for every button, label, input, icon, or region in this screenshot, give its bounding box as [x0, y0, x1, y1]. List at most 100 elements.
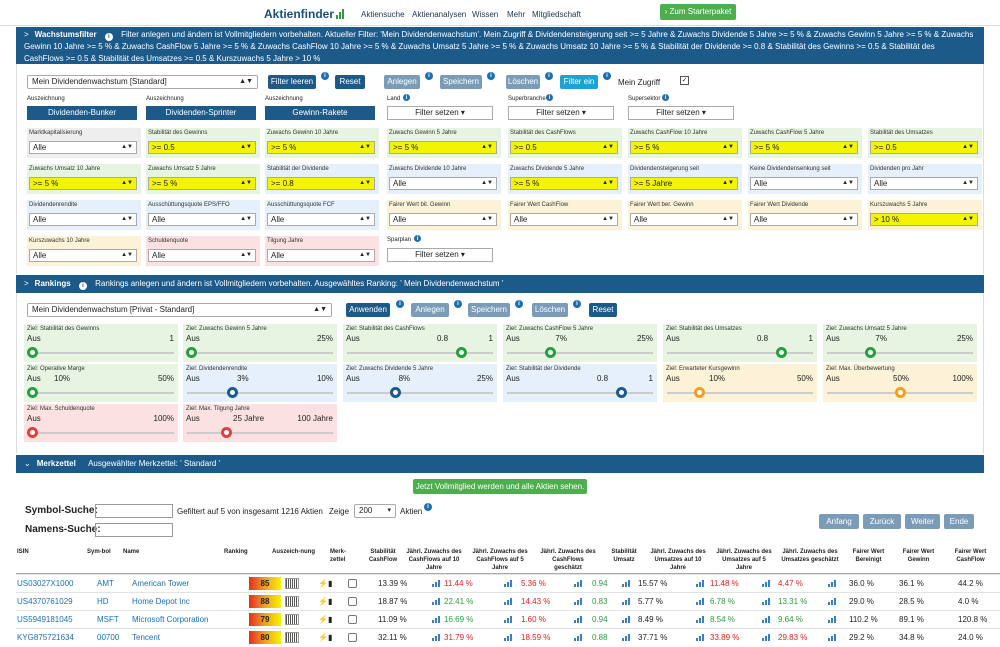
filter-field-select[interactable]: >= 0.8 ▲▼ [267, 177, 375, 190]
mini-chart-icon[interactable] [696, 634, 704, 641]
filter-clear-button[interactable]: Filter leeren [268, 75, 316, 89]
slider-handle[interactable] [186, 347, 197, 358]
info-icon[interactable]: i [321, 72, 329, 80]
slider-track[interactable] [507, 352, 653, 354]
mini-chart-icon[interactable] [504, 634, 512, 641]
column-header[interactable]: Auszeich-nung [272, 549, 315, 555]
slider-track[interactable] [28, 392, 174, 394]
slider-track[interactable] [667, 352, 813, 354]
info-icon[interactable]: i [424, 503, 432, 511]
delete-button[interactable]: Löschen [506, 75, 540, 89]
name-link[interactable]: American Tower [132, 579, 190, 588]
mini-chart-icon[interactable] [828, 616, 836, 623]
mini-chart-icon[interactable] [828, 580, 836, 587]
filter-field-select[interactable]: Alle ▲▼ [148, 249, 256, 262]
slider-handle[interactable] [544, 347, 556, 358]
pager-back-button[interactable]: Zurück [863, 514, 901, 529]
pager-first-button[interactable]: Anfang [819, 514, 859, 529]
chevron-right-icon[interactable]: > [24, 30, 29, 39]
mini-chart-icon[interactable] [432, 580, 440, 587]
symbol-link[interactable]: HD [97, 597, 109, 606]
name-link[interactable]: Tencent [132, 633, 161, 642]
watchlist-checkbox[interactable] [348, 597, 357, 606]
info-icon[interactable]: i [573, 300, 581, 308]
save-ranking-button[interactable]: Speichern [468, 303, 510, 317]
nav-mehr[interactable]: Mehr [507, 10, 526, 19]
filter-field-select[interactable]: Alle ▲▼ [630, 213, 738, 226]
info-icon[interactable]: i [454, 300, 462, 308]
slider-track[interactable] [827, 352, 973, 354]
country-filter-button[interactable]: Filter setzen ▾ [387, 106, 493, 120]
mini-chart-icon[interactable] [432, 616, 440, 623]
slider-track[interactable] [28, 432, 174, 434]
isin-link[interactable]: US4370761029 [17, 597, 73, 606]
pager-last-button[interactable]: Ende [944, 514, 974, 529]
column-header[interactable]: ISIN [17, 549, 29, 555]
mini-chart-icon[interactable] [622, 598, 630, 605]
slider-handle[interactable] [390, 387, 402, 398]
filter-section-title[interactable]: Wachstumsfilter [34, 30, 97, 39]
filter-field-select[interactable]: >= 0.5 ▲▼ [870, 141, 978, 154]
slider-track[interactable] [507, 392, 653, 394]
column-header[interactable]: Fairer Wert Gewinn [902, 549, 935, 563]
page-size-select[interactable]: 200 ▾ [354, 504, 396, 518]
nav-mitgliedschaft[interactable]: Mitgliedschaft [532, 10, 581, 19]
column-header[interactable]: Jährl. Zuwachs des CashFlows auf 10 Jahr… [406, 549, 462, 571]
symbol-search-input[interactable] [95, 504, 173, 518]
filter-field-select[interactable]: Alle ▲▼ [870, 177, 978, 190]
filter-field-select[interactable]: > 10 % ▲▼ [870, 213, 978, 226]
mini-chart-icon[interactable] [762, 580, 770, 587]
reset-ranking-button[interactable]: Reset [589, 303, 617, 317]
filter-field-select[interactable]: Alle ▲▼ [267, 249, 375, 262]
mini-chart-icon[interactable] [504, 616, 512, 623]
starter-package-button[interactable]: › Zum Starterpaket [660, 4, 736, 20]
mini-chart-icon[interactable] [574, 598, 582, 605]
rankings-section-title[interactable]: Rankings [34, 279, 71, 288]
slider-track[interactable] [347, 352, 493, 354]
symbol-link[interactable]: AMT [97, 579, 114, 588]
mini-chart-icon[interactable] [504, 580, 512, 587]
logo[interactable]: Aktienfinder [264, 7, 345, 22]
slider-handle[interactable] [693, 387, 705, 398]
isin-link[interactable]: US03027X1000 [17, 579, 74, 588]
filter-field-select[interactable]: Alle ▲▼ [29, 213, 137, 226]
info-icon[interactable]: i [662, 94, 669, 101]
info-icon[interactable]: i [515, 300, 523, 308]
isin-link[interactable]: US5949181045 [17, 615, 73, 624]
filter-field-select[interactable]: >= 5 % ▲▼ [389, 141, 497, 154]
slider-track[interactable] [187, 432, 333, 434]
filter-field-select[interactable]: Alle ▲▼ [750, 213, 858, 226]
ranking-select[interactable]: Mein Dividendenwachstum [Privat - Standa… [27, 303, 332, 317]
filter-field-select[interactable]: Alle ▲▼ [29, 141, 137, 154]
column-header[interactable]: Fairer Wert CashFlow [954, 549, 987, 563]
filter-field-select[interactable]: Alle ▲▼ [148, 213, 256, 226]
filter-field-select[interactable]: Alle ▲▼ [389, 213, 497, 226]
filter-field-select[interactable]: Alle ▲▼ [750, 177, 858, 190]
filter-field-select[interactable]: >= 5 % ▲▼ [148, 177, 256, 190]
filter-field-select[interactable]: >= 5 % ▲▼ [267, 141, 375, 154]
filter-field-select[interactable]: Alle ▲▼ [510, 213, 618, 226]
slider-handle[interactable] [616, 387, 628, 398]
mini-chart-icon[interactable] [622, 634, 630, 641]
mini-chart-icon[interactable] [696, 580, 704, 587]
mini-chart-icon[interactable] [828, 598, 836, 605]
supersector-filter-button[interactable]: Filter setzen ▾ [628, 106, 734, 120]
name-link[interactable]: Home Depot Inc [132, 597, 190, 606]
symbol-link[interactable]: MSFT [97, 615, 119, 624]
info-icon[interactable]: i [546, 94, 553, 101]
filter-field-select[interactable]: Alle ▲▼ [389, 177, 497, 190]
award-dividend-sprinter-button[interactable]: Dividenden-Sprinter [146, 106, 256, 120]
chevron-down-icon[interactable]: ⌄ [24, 459, 31, 468]
slider-handle[interactable] [227, 387, 239, 398]
nav-aktiensuche[interactable]: Aktiensuche [361, 10, 405, 19]
info-icon[interactable]: i [545, 72, 553, 80]
column-header[interactable]: Jährl. Zuwachs des Umsatzes auf 5 Jahre [716, 549, 772, 571]
mini-chart-icon[interactable] [762, 598, 770, 605]
watchlist-checkbox[interactable] [348, 633, 357, 642]
column-header[interactable]: Jährl. Zuwachs des CashFlows geschätzt [540, 549, 596, 571]
chevron-right-icon[interactable]: > [24, 279, 29, 288]
delete-ranking-button[interactable]: Löschen [532, 303, 568, 317]
create-button[interactable]: Anlegen [384, 75, 420, 89]
savings-plan-filter-button[interactable]: Filter setzen ▾ [387, 248, 493, 262]
mini-chart-icon[interactable] [574, 634, 582, 641]
